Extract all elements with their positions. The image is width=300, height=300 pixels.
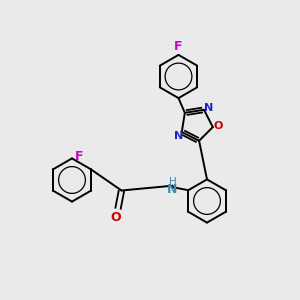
Text: F: F — [75, 149, 84, 163]
Text: F: F — [174, 40, 183, 53]
Text: N: N — [167, 183, 177, 196]
Text: N: N — [174, 131, 183, 142]
Text: N: N — [204, 103, 213, 113]
Text: H: H — [169, 177, 177, 187]
Text: O: O — [110, 211, 121, 224]
Text: O: O — [214, 122, 223, 131]
